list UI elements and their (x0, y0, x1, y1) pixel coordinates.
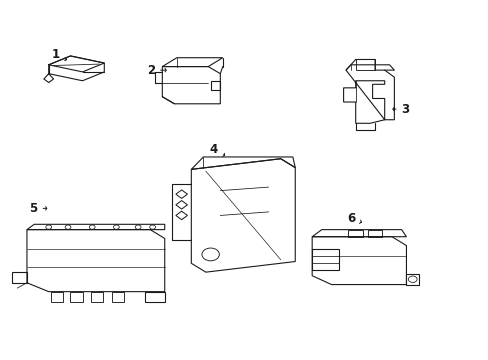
Text: 3: 3 (392, 103, 409, 116)
Text: 1: 1 (52, 48, 66, 61)
Text: 4: 4 (209, 143, 224, 157)
Text: 2: 2 (146, 64, 166, 77)
Text: 5: 5 (29, 202, 47, 215)
Text: 6: 6 (347, 212, 361, 225)
